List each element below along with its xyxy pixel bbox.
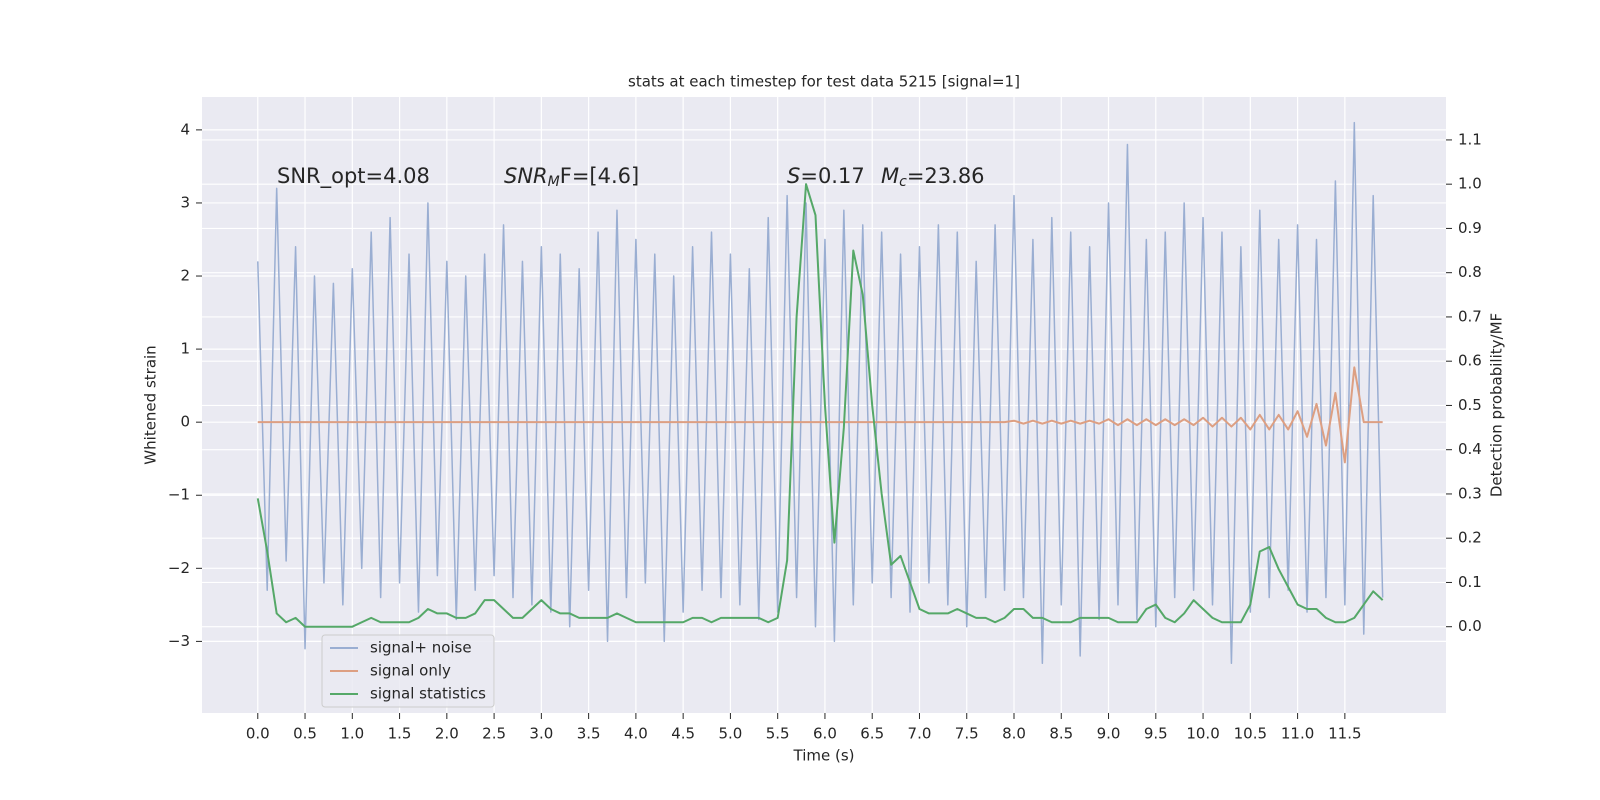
annotation: SNR_opt=4.08 xyxy=(277,164,430,189)
y-tick-label: 2 xyxy=(180,267,190,285)
x-tick-label: 5.0 xyxy=(718,725,742,743)
y2-tick-label: 0.7 xyxy=(1458,307,1482,325)
annotation-text: M xyxy=(881,164,899,188)
x-tick-label: 6.0 xyxy=(813,725,837,743)
y2-tick-label: 0.6 xyxy=(1458,352,1482,370)
legend-label: signal statistics xyxy=(370,685,486,703)
y-tick-label: 4 xyxy=(180,120,190,138)
annotation: Mc=23.86 xyxy=(881,164,985,190)
x-tick-label: 3.5 xyxy=(577,725,601,743)
annotation-text: SNR xyxy=(504,164,548,188)
y2-tick-label: 0.3 xyxy=(1458,484,1482,502)
x-tick-label: 3.0 xyxy=(529,725,553,743)
legend-label: signal only xyxy=(370,662,451,680)
x-tick-label: 2.5 xyxy=(482,725,506,743)
x-tick-label: 0.5 xyxy=(293,725,317,743)
x-tick-label: 4.0 xyxy=(624,725,648,743)
legend-box xyxy=(321,634,495,708)
chart-title: stats at each timestep for test data 521… xyxy=(628,73,1020,91)
y2-tick-label: 0.9 xyxy=(1458,219,1482,237)
x-tick-label: 1.0 xyxy=(340,725,364,743)
x-tick-label: 2.0 xyxy=(435,725,459,743)
y2-tick-label: 1.0 xyxy=(1458,175,1482,193)
annotation-text: =23.86 xyxy=(907,164,985,188)
x-tick-label: 8.5 xyxy=(1049,725,1073,743)
y2-tick-label: 0.1 xyxy=(1458,573,1482,591)
annotation-text: F=[4.6] xyxy=(560,164,639,188)
x-tick-label: 5.5 xyxy=(766,725,790,743)
x-tick-label: 4.5 xyxy=(671,725,695,743)
y2-tick-label: 0.2 xyxy=(1458,529,1482,547)
annotation-text: =0.17 xyxy=(800,164,864,188)
annotation: SNRMF=[4.6] xyxy=(504,164,639,190)
x-axis-label: Time (s) xyxy=(793,747,855,765)
annotation-subscript: M xyxy=(548,174,560,190)
y2-tick-label: 0.4 xyxy=(1458,440,1482,458)
x-tick-label: 6.5 xyxy=(860,725,884,743)
series-line xyxy=(257,366,1383,464)
x-tick-label: 10.5 xyxy=(1234,725,1267,743)
series-line xyxy=(257,121,1384,665)
y2-tick-label: 1.1 xyxy=(1458,130,1482,148)
x-tick-label: 11.5 xyxy=(1328,725,1361,743)
legend-label: signal+ noise xyxy=(370,639,472,657)
x-tick-label: 9.0 xyxy=(1097,725,1121,743)
x-tick-label: 10.0 xyxy=(1186,725,1219,743)
x-tick-label: 7.0 xyxy=(908,725,932,743)
y2-tick-label: 0.0 xyxy=(1458,617,1482,635)
series-line xyxy=(256,183,1384,628)
y-tick-label: 1 xyxy=(180,340,190,358)
legend: signal+ noise signal only signal statistic… xyxy=(321,634,495,708)
annotation: S=0.17 xyxy=(787,164,865,188)
y-tick-label: −1 xyxy=(168,486,190,504)
y2-tick-label: 0.5 xyxy=(1458,396,1482,414)
y-axis-label: Whitened strain xyxy=(142,345,160,464)
y-tick-label: −3 xyxy=(168,632,190,650)
annotation-text: S xyxy=(787,164,800,188)
x-tick-label: 7.5 xyxy=(955,725,979,743)
y-tick-label: −2 xyxy=(168,559,190,577)
x-tick-label: 11.0 xyxy=(1281,725,1314,743)
x-tick-label: 1.5 xyxy=(388,725,412,743)
y2-axis-label: Detection probability/MF xyxy=(1488,313,1506,497)
y-tick-label: 0 xyxy=(180,413,190,431)
x-tick-label: 9.5 xyxy=(1144,725,1168,743)
y2-tick-label: 0.8 xyxy=(1458,263,1482,281)
annotation-subscript: c xyxy=(899,174,907,190)
annotations: SNR_opt=4.08 SNRMF=[4.6] S=0.17 Mc=23.86 xyxy=(277,164,985,190)
x-tick-label: 0.0 xyxy=(246,725,270,743)
x-tick-label: 8.0 xyxy=(1002,725,1026,743)
annotation-text: SNR_opt=4.08 xyxy=(277,164,430,189)
y-tick-label: 3 xyxy=(180,193,190,211)
